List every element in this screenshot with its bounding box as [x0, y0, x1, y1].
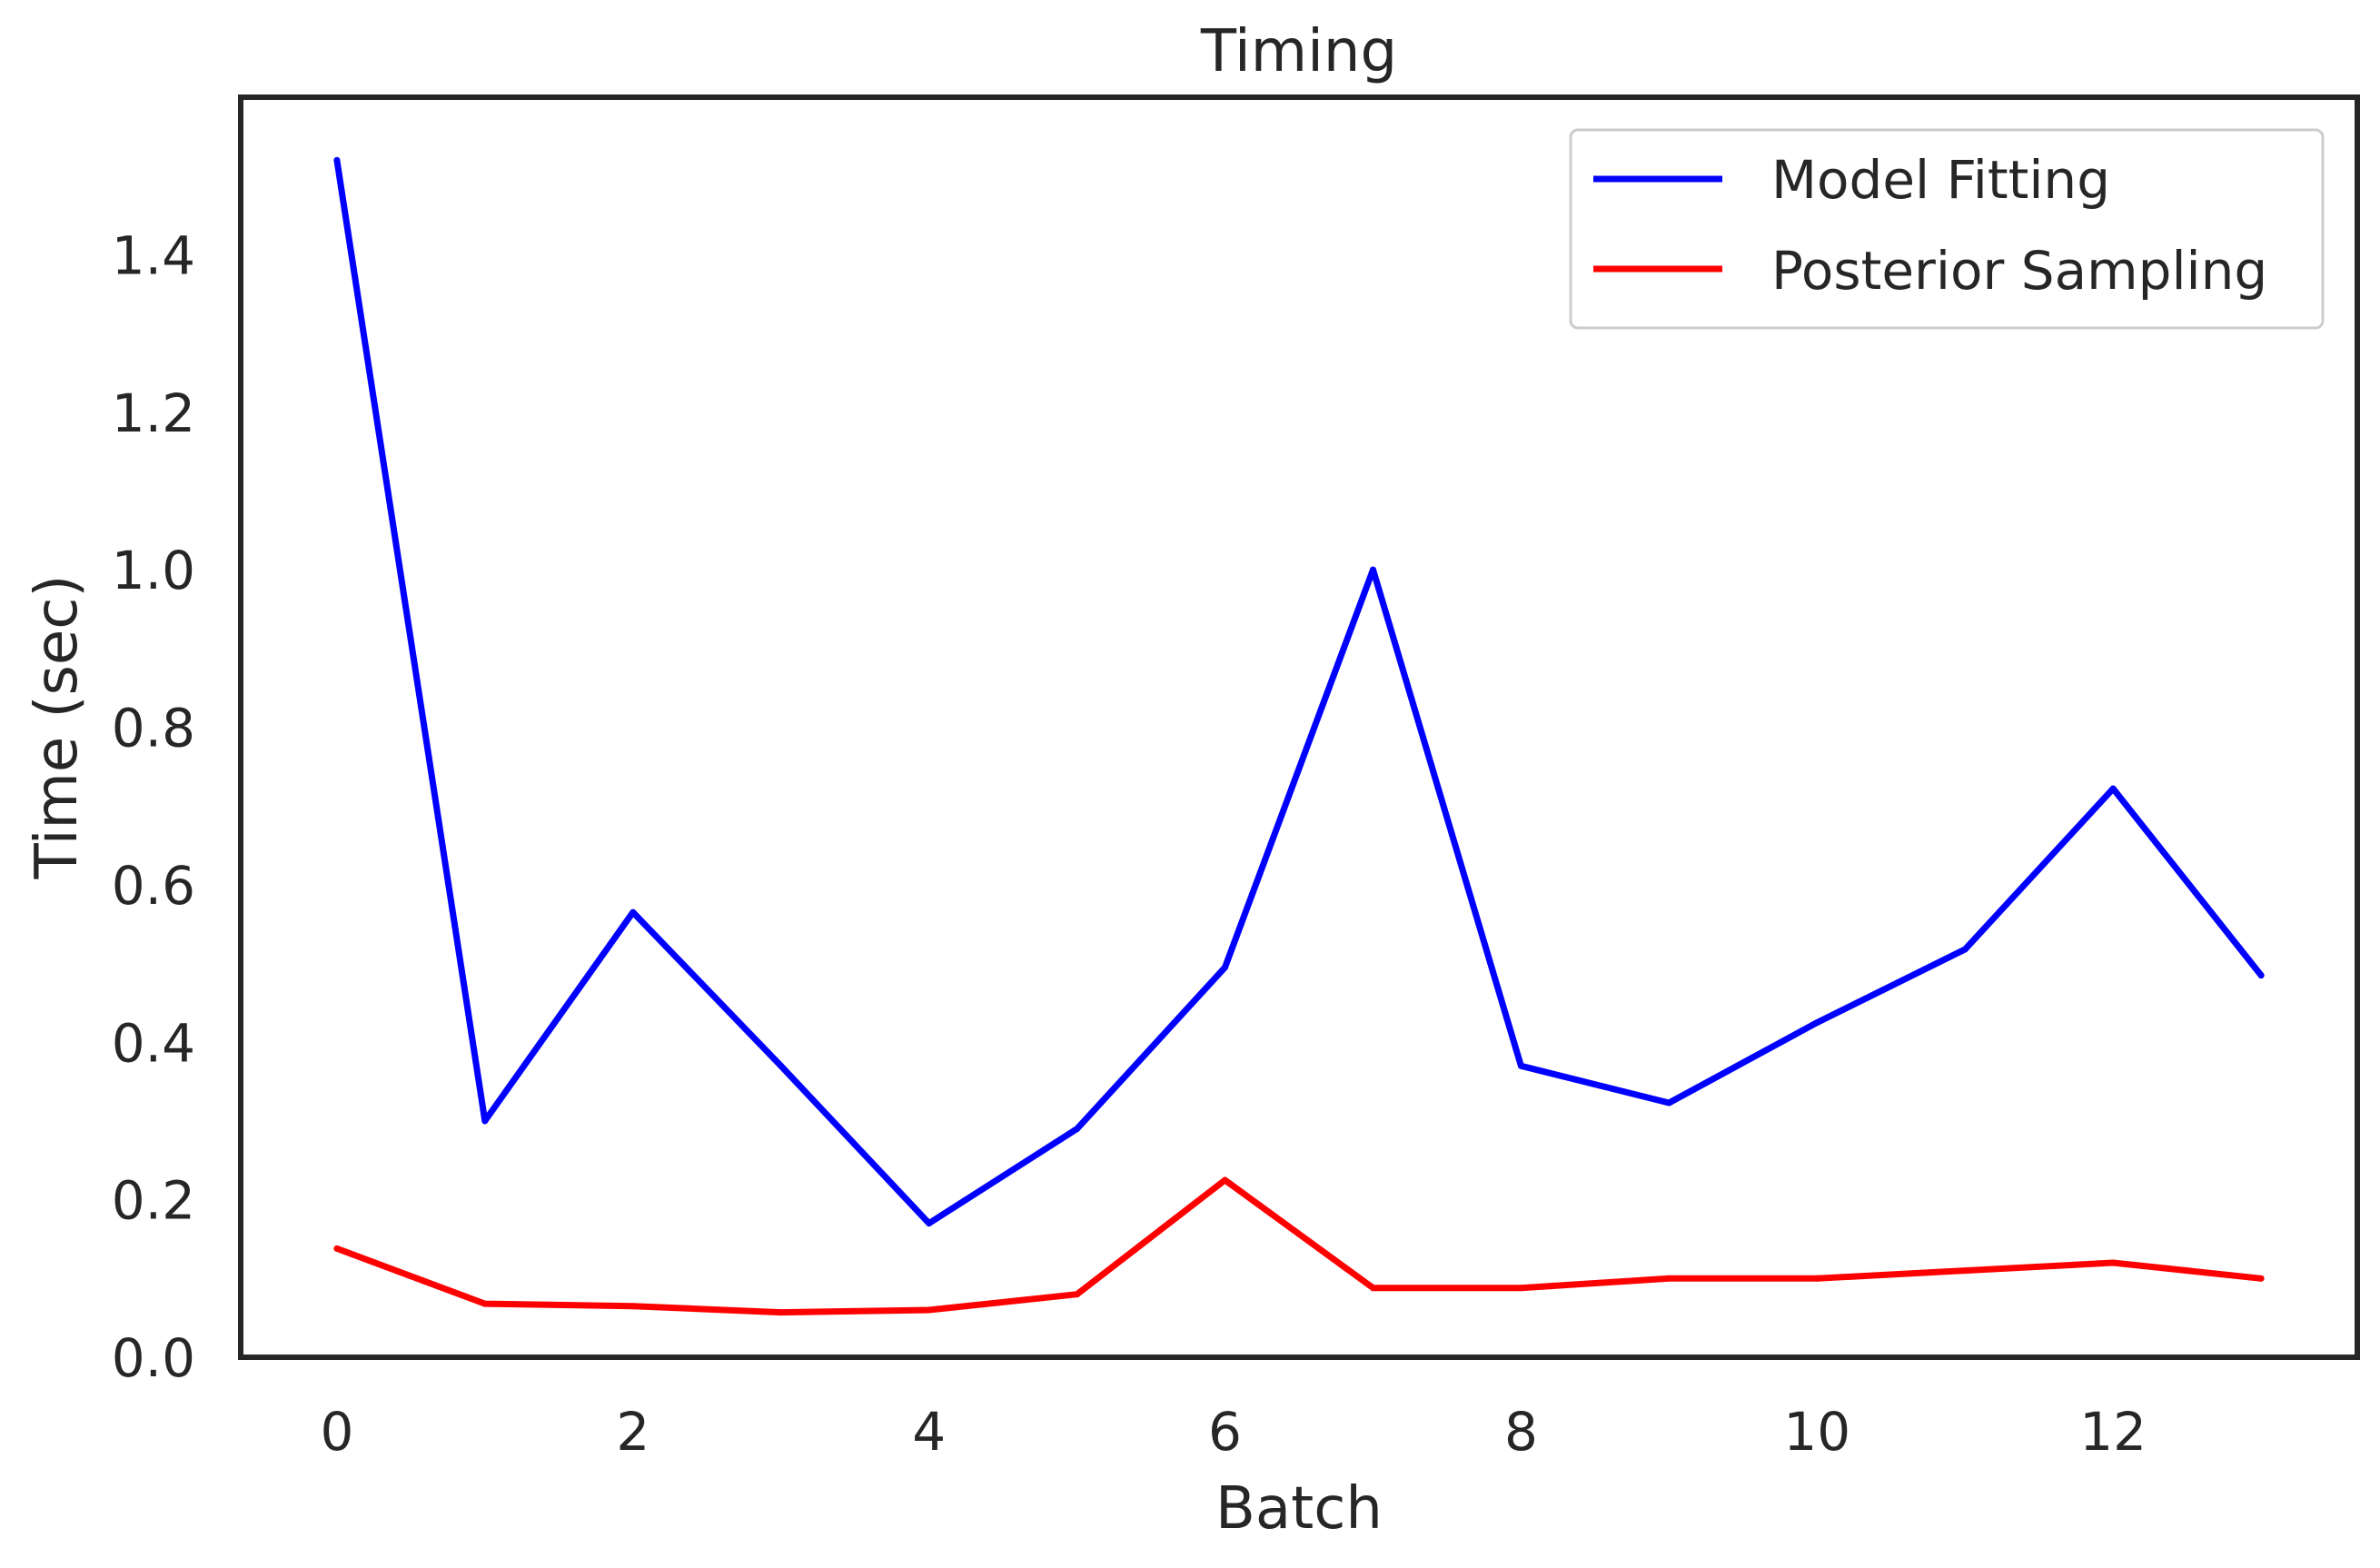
data-point-model-fitting: [481, 1117, 489, 1125]
data-point-posterior-sampling: [2257, 1275, 2265, 1282]
legend-label-model-fitting: Model Fitting: [1771, 149, 2110, 211]
series-line-posterior-sampling: [333, 1176, 2265, 1316]
data-point-model-fitting: [1222, 964, 1228, 971]
data-point-posterior-sampling: [1517, 1285, 1524, 1292]
data-point-posterior-sampling: [1665, 1275, 1672, 1282]
y-tick-label: 0.8: [112, 698, 195, 759]
data-point-posterior-sampling: [333, 1245, 341, 1252]
legend-box: [1569, 128, 2325, 330]
data-point-posterior-sampling: [1222, 1176, 1228, 1184]
data-point-posterior-sampling: [481, 1300, 489, 1307]
x-tick-label: 8: [1504, 1401, 1538, 1463]
data-point-model-fitting: [1665, 1099, 1672, 1107]
x-tick-label: 6: [1208, 1401, 1242, 1463]
data-point-posterior-sampling: [1370, 1285, 1376, 1292]
x-tick-label: 10: [1783, 1401, 1850, 1463]
y-axis: 0.0 0.2 0.4 0.6 0.8 1.0 1.2 1.4: [112, 224, 195, 1389]
data-point-model-fitting: [1370, 566, 1376, 573]
y-tick-label: 0.0: [112, 1327, 195, 1389]
data-point-posterior-sampling: [778, 1309, 785, 1316]
y-tick-label: 1.0: [112, 540, 195, 601]
data-point-model-fitting: [778, 1062, 785, 1069]
data-point-posterior-sampling: [2109, 1259, 2117, 1266]
x-axis: 0 2 4 6 8 10 12: [320, 1401, 2147, 1463]
data-point-posterior-sampling: [1074, 1291, 1081, 1298]
data-point-model-fitting: [333, 156, 341, 164]
data-point-posterior-sampling: [1813, 1275, 1820, 1282]
data-point-posterior-sampling: [630, 1303, 637, 1310]
y-tick-label: 1.2: [112, 382, 195, 444]
y-axis-label: Time (sec): [24, 575, 91, 880]
data-point-model-fitting: [2257, 972, 2265, 979]
plot-area: [333, 156, 2265, 1316]
axes-frame: [238, 94, 2360, 1360]
x-tick-label: 2: [616, 1401, 650, 1463]
data-point-model-fitting: [1813, 1019, 1820, 1027]
data-point-model-fitting: [1074, 1126, 1081, 1133]
y-tick-label: 0.6: [112, 855, 195, 917]
x-tick-label: 12: [2079, 1401, 2147, 1463]
data-point-model-fitting: [1961, 946, 1968, 953]
x-tick-label: 4: [912, 1401, 946, 1463]
y-tick-label: 1.4: [112, 224, 195, 286]
y-tick-label: 0.4: [112, 1012, 195, 1074]
data-point-posterior-sampling: [1961, 1267, 1968, 1275]
x-tick-label: 0: [320, 1401, 353, 1463]
data-point-posterior-sampling: [926, 1306, 933, 1314]
data-point-model-fitting: [630, 908, 637, 916]
data-point-model-fitting: [1517, 1062, 1524, 1069]
x-axis-label: Batch: [1215, 1475, 1383, 1543]
legend: Model Fitting Posterior Sampling: [1569, 128, 2325, 330]
chart-title: Timing: [1200, 18, 1397, 85]
legend-label-posterior-sampling: Posterior Sampling: [1771, 240, 2267, 302]
y-tick-label: 0.2: [112, 1170, 195, 1232]
data-point-model-fitting: [926, 1220, 933, 1227]
series-line-model-fitting: [333, 156, 2265, 1227]
data-point-model-fitting: [2109, 785, 2117, 792]
